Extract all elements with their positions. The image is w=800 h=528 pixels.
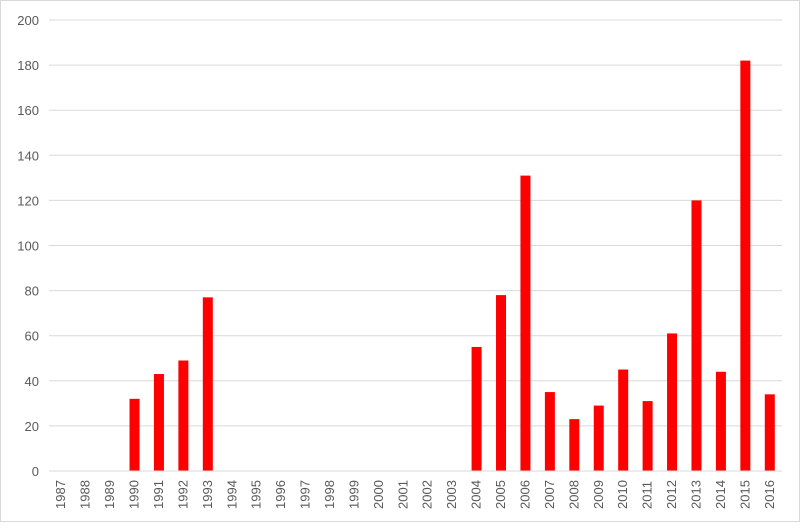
x-tick-label: 2009 — [591, 480, 606, 509]
x-axis-ticks: 1987 1988 1989 1990 1991 1992 1993 1994 1995 1996… — [53, 480, 777, 509]
x-tick-label: 2005 — [493, 480, 508, 509]
y-tick-label: 80 — [25, 284, 39, 299]
x-tick-label: 1996 — [273, 480, 288, 509]
bar-2012 — [667, 333, 678, 471]
x-tick-label: 2016 — [762, 480, 777, 509]
x-tick-label: 2003 — [444, 480, 459, 509]
y-tick-label: 200 — [17, 13, 39, 28]
y-tick-label: 40 — [25, 374, 39, 389]
gridlines — [49, 19, 782, 427]
x-tick-label: 2014 — [713, 480, 728, 509]
y-tick-label: 60 — [25, 329, 39, 344]
x-tick-label: 1995 — [249, 480, 264, 509]
x-tick-label: 1994 — [224, 480, 239, 509]
y-tick-label: 180 — [17, 58, 39, 73]
bar-2015 — [740, 60, 751, 472]
x-tick-label: 1992 — [175, 480, 190, 509]
y-tick-label: 0 — [32, 464, 39, 479]
x-tick-label: 1987 — [53, 480, 68, 509]
x-tick-label: 2012 — [664, 480, 679, 509]
bar-1992 — [178, 360, 189, 471]
x-tick-label: 1988 — [78, 480, 93, 509]
bars — [129, 60, 775, 472]
bar-1990 — [129, 398, 140, 471]
bar-1993 — [202, 297, 213, 471]
x-tick-label: 2001 — [395, 480, 410, 509]
y-tick-label: 120 — [17, 193, 39, 208]
x-tick-label: 2011 — [640, 481, 655, 509]
bar-2016 — [764, 394, 775, 471]
x-tick-label: 2002 — [420, 480, 435, 509]
x-tick-label: 2004 — [469, 480, 484, 509]
x-tick-label: 1997 — [298, 480, 313, 509]
bar-2007 — [544, 392, 555, 471]
x-tick-label: 1993 — [200, 480, 215, 509]
x-tick-label: 2013 — [688, 480, 703, 509]
bar-2005 — [496, 295, 507, 471]
bar-2010 — [618, 369, 629, 471]
bar-2013 — [691, 200, 702, 471]
bar-1991 — [153, 374, 164, 471]
x-tick-label: 2000 — [371, 480, 386, 509]
bar-2014 — [715, 371, 726, 471]
y-axis-ticks: 0 20 40 60 80 100 120 140 160 180 200 — [17, 13, 39, 479]
y-tick-label: 100 — [17, 239, 39, 254]
x-tick-label: 1999 — [346, 480, 361, 509]
x-tick-label: 1991 — [151, 480, 166, 509]
x-tick-label: 1990 — [127, 480, 142, 509]
x-tick-label: 2007 — [542, 480, 557, 509]
bar-2006 — [520, 175, 531, 471]
x-tick-label: 1989 — [102, 480, 117, 509]
y-tick-label: 20 — [25, 419, 39, 434]
x-tick-label: 2006 — [517, 480, 532, 509]
x-tick-label: 2010 — [615, 480, 630, 509]
y-tick-label: 140 — [17, 148, 39, 163]
y-tick-label: 160 — [17, 103, 39, 118]
bar-2011 — [642, 401, 653, 471]
x-tick-label: 2015 — [737, 480, 752, 509]
x-tick-label: 1998 — [322, 480, 337, 509]
bar-2004 — [471, 346, 482, 471]
x-tick-label: 2008 — [566, 480, 581, 509]
bar-2009 — [593, 405, 604, 471]
bar-2008 — [569, 419, 580, 471]
